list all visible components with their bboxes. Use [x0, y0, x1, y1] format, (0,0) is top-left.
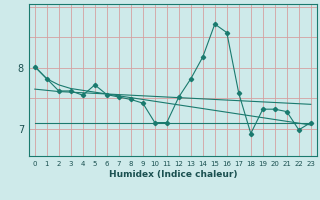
X-axis label: Humidex (Indice chaleur): Humidex (Indice chaleur): [108, 170, 237, 179]
